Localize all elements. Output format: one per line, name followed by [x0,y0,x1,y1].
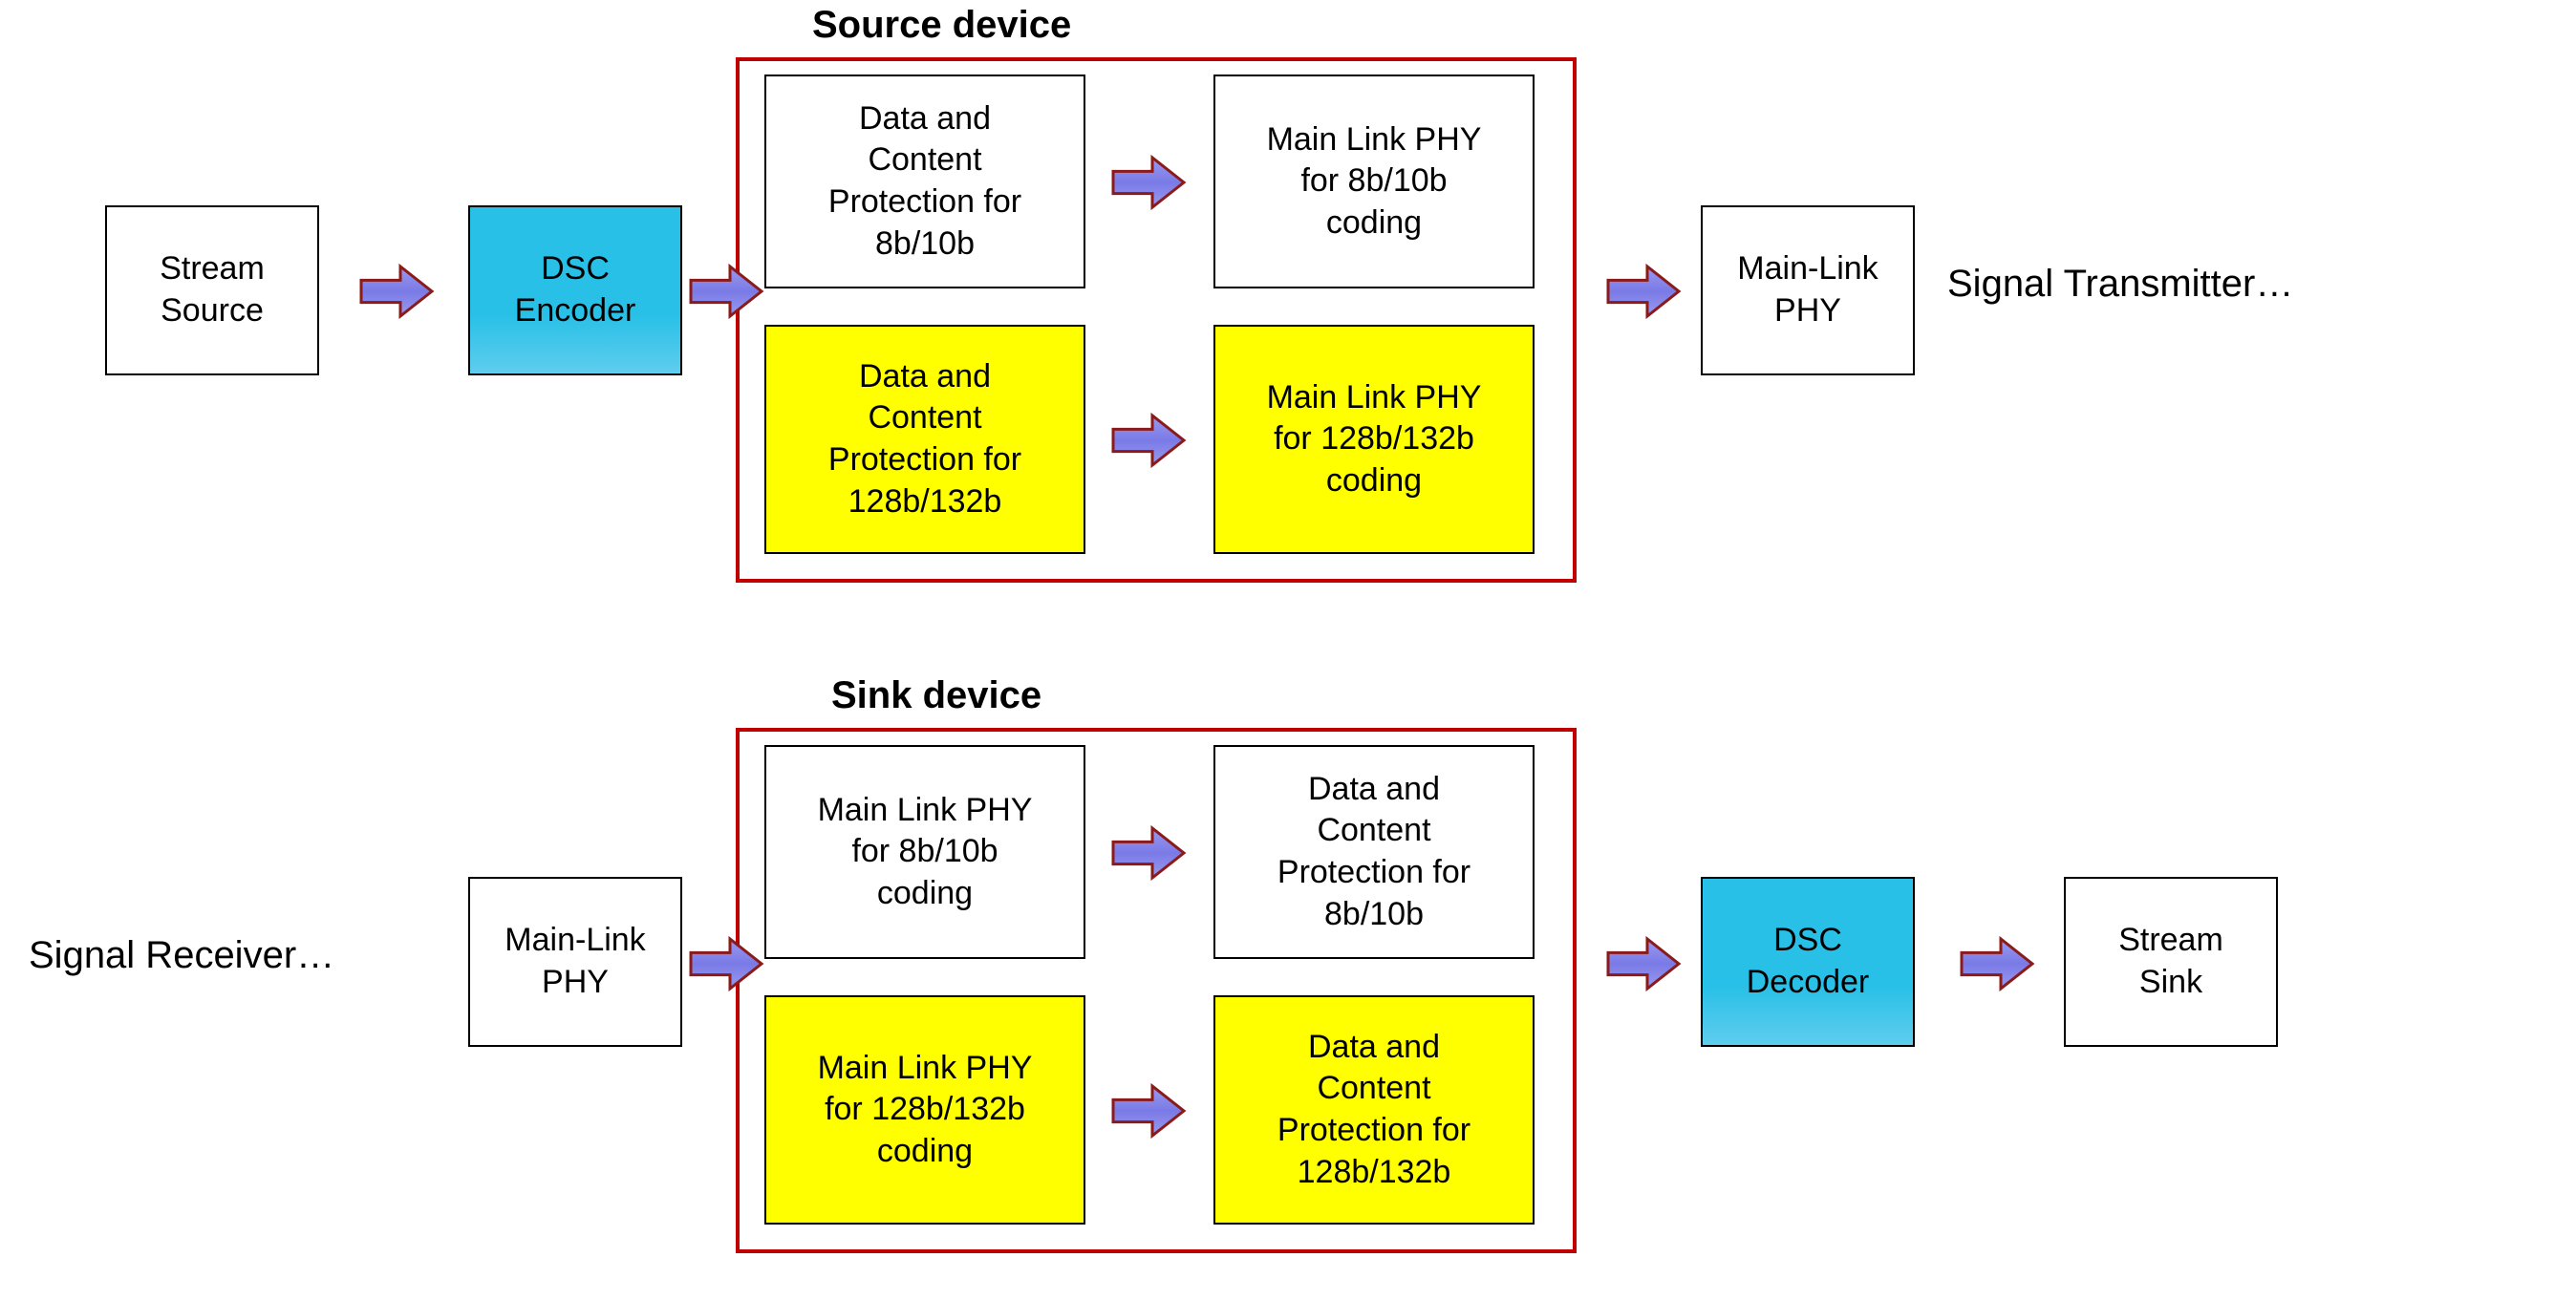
src-phy-8b10b-node: Main Link PHY for 8b/10b coding [1213,75,1535,288]
node-label: Main-Link PHY [1737,248,1878,331]
node-label: Main Link PHY for 128b/132b coding [818,1048,1033,1173]
signal-receiver-label: Signal Receiver… [29,934,334,977]
node-label: DSC Decoder [1747,920,1870,1003]
src-dcp-128b132b-node: Data and Content Protection for 128b/132… [764,325,1085,554]
sink-device-title: Sink device [831,674,1041,717]
arrow-right-icon [688,264,764,319]
arrow-right-icon [688,936,764,991]
diagram-canvas: Source device Sink device Signal Transmi… [0,0,2576,1300]
node-label: Stream Sink [2118,920,2223,1003]
arrow-right-icon [1110,825,1187,881]
node-label: Data and Content Protection for 8b/10b [1277,769,1470,935]
stream-source-node: Stream Source [105,205,319,375]
arrow-right-icon [1110,1083,1187,1139]
arrow-right-icon [1605,936,1682,991]
sink-phy-128b132b-node: Main Link PHY for 128b/132b coding [764,995,1085,1225]
node-label: Main Link PHY for 8b/10b coding [818,790,1033,915]
node-label: Main Link PHY for 8b/10b coding [1267,119,1482,245]
arrow-right-icon [1110,413,1187,468]
src-phy-128b132b-node: Main Link PHY for 128b/132b coding [1213,325,1535,554]
node-label: DSC Encoder [515,248,636,331]
src-mainlink-phy-node: Main-Link PHY [1701,205,1915,375]
node-label: Data and Content Protection for 128b/132… [1277,1027,1470,1193]
arrow-right-icon [1110,155,1187,210]
src-dcp-8b10b-node: Data and Content Protection for 8b/10b [764,75,1085,288]
stream-sink-node: Stream Sink [2064,877,2278,1047]
arrow-right-icon [1605,264,1682,319]
node-label: Data and Content Protection for 8b/10b [828,98,1021,265]
node-label: Main Link PHY for 128b/132b coding [1267,377,1482,502]
source-device-title: Source device [812,4,1071,47]
sink-dcp-128b132b-node: Data and Content Protection for 128b/132… [1213,995,1535,1225]
sink-mainlink-phy-node: Main-Link PHY [468,877,682,1047]
sink-phy-8b10b-node: Main Link PHY for 8b/10b coding [764,745,1085,959]
arrow-right-icon [358,264,435,319]
dsc-encoder-node: DSC Encoder [468,205,682,375]
signal-transmitter-label: Signal Transmitter… [1947,263,2293,306]
node-label: Main-Link PHY [504,920,645,1003]
dsc-decoder-node: DSC Decoder [1701,877,1915,1047]
sink-dcp-8b10b-node: Data and Content Protection for 8b/10b [1213,745,1535,959]
node-label: Data and Content Protection for 128b/132… [828,356,1021,522]
arrow-right-icon [1959,936,2035,991]
node-label: Stream Source [160,248,265,331]
